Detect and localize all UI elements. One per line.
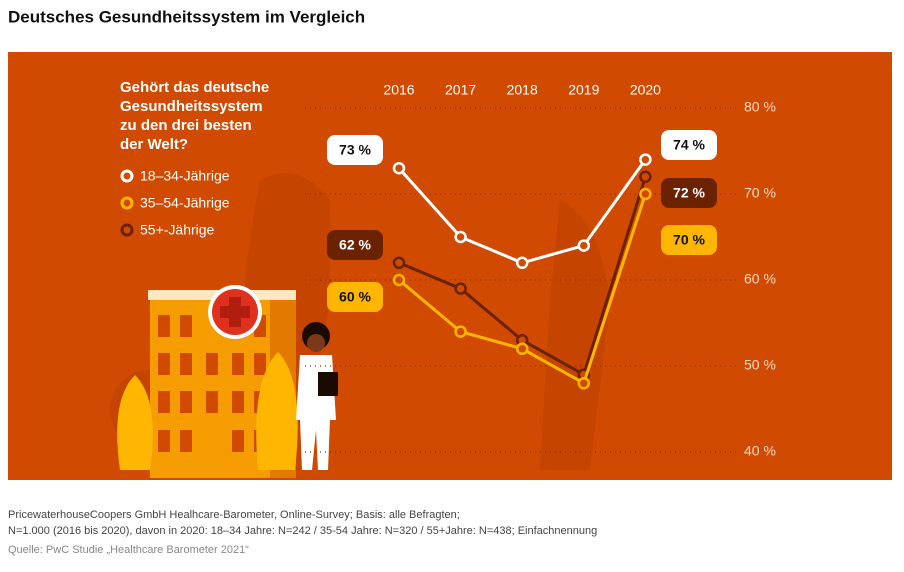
footnote: PricewaterhouseCoopers GmbH Healhcare-Ba… <box>8 509 460 521</box>
y-tick-label: 60 % <box>744 271 776 287</box>
legend-title: Gehört das deutsche <box>120 79 269 96</box>
value-label-box <box>327 230 383 260</box>
value-label: 62 % <box>339 237 371 253</box>
legend-title: der Welt? <box>120 136 188 153</box>
legend-marker <box>120 223 134 237</box>
data-point <box>454 325 467 338</box>
x-tick-label: 2019 <box>568 82 599 98</box>
value-label: 73 % <box>339 142 371 158</box>
source: Quelle: PwC Studie „Healthcare Barometer… <box>8 544 249 556</box>
value-label: 72 % <box>673 185 705 201</box>
legend-label: 18–34-Jährige <box>140 168 230 184</box>
data-point <box>454 282 467 295</box>
legend-marker <box>120 169 134 183</box>
legend-label: 55+-Jährige <box>140 222 215 238</box>
value-label: 60 % <box>339 289 371 305</box>
x-tick-label: 2016 <box>383 82 414 98</box>
data-point <box>515 342 529 356</box>
x-tick-label: 2020 <box>630 82 661 98</box>
legend-title: Gesundheitssystem <box>120 98 263 115</box>
data-point <box>577 239 591 252</box>
value-label: 74 % <box>673 137 705 153</box>
y-tick-label: 50 % <box>744 357 776 373</box>
illustration <box>110 173 610 478</box>
legend-title: zu den drei besten <box>120 117 252 134</box>
value-label-box <box>661 130 717 160</box>
data-point <box>392 256 406 270</box>
data-point <box>392 161 406 175</box>
data-point <box>639 187 652 201</box>
y-tick-label: 40 % <box>744 443 776 459</box>
data-point <box>515 256 529 270</box>
legend-marker <box>120 196 134 210</box>
value-label-box <box>661 178 717 208</box>
y-tick-label: 70 % <box>744 185 776 201</box>
footnote: N=1.000 (2016 bis 2020), davon in 2020: … <box>8 525 597 537</box>
legend-label: 35–54-Jährige <box>140 195 230 211</box>
data-point <box>639 153 652 166</box>
y-tick-label: 80 % <box>744 99 776 115</box>
data-point <box>454 230 467 244</box>
value-label-box <box>661 225 717 255</box>
value-label: 70 % <box>673 232 705 248</box>
chart-title: Deutsches Gesundheitssystem im Vergleich <box>8 7 365 26</box>
x-tick-label: 2018 <box>507 82 538 98</box>
value-label-box <box>327 282 383 312</box>
data-point <box>639 170 652 184</box>
value-label-box <box>327 135 383 165</box>
data-point <box>392 273 406 287</box>
data-point <box>577 376 591 390</box>
x-tick-label: 2017 <box>445 82 476 98</box>
